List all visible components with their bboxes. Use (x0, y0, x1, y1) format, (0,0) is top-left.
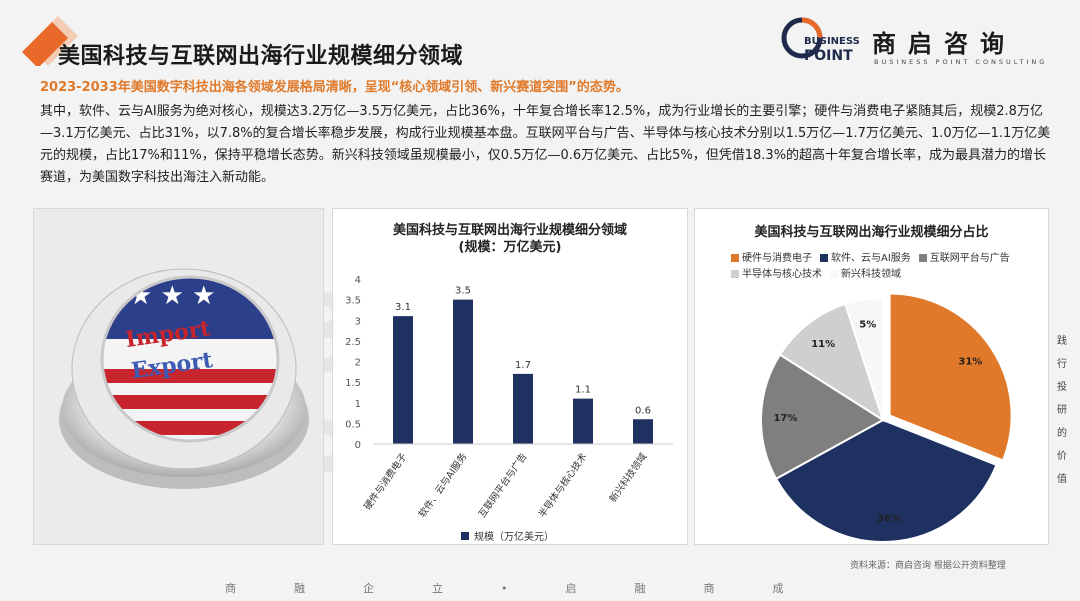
bar (633, 419, 653, 444)
company-logo: BUSINESS POINT 商启咨询 BUSINESS POINT CONSU… (780, 14, 1070, 70)
bar (573, 398, 593, 444)
pie-slice (844, 296, 884, 421)
y-tick-label: 0 (355, 440, 361, 451)
legend-label: 新兴科技领域 (841, 269, 901, 280)
pie-chart-panel: 美国科技与互联网出海行业规模细分占比 硬件与消费电子 软件、云与AI服务 互联网平台… (694, 208, 1049, 545)
bar (513, 373, 533, 444)
bar-chart-subtitle: (规模：万亿美元) (458, 240, 562, 255)
pie-value-label: 5% (859, 320, 876, 331)
bar-chart: 0 0.5 1 1.5 2 2.5 3 3.5 4 3.1 硬件与消费电子 3.5 软件、云与AI服务 1… (345, 275, 673, 543)
bar-value-label: 1.1 (575, 385, 591, 396)
y-tick-label: 3 (355, 316, 361, 327)
pie-value-label: 31% (958, 357, 982, 368)
pie-legend-item: 软件、云与AI服务 (820, 251, 911, 267)
legend-swatch (820, 254, 828, 262)
pie-slice (888, 292, 1013, 462)
legend-swatch (461, 532, 469, 540)
pie-slice (760, 353, 885, 481)
logo-point-text: POINT (804, 48, 853, 64)
pie-value-label: 11% (811, 339, 835, 350)
bar-value-label: 3.1 (395, 302, 411, 313)
pie-value-label: 36% (877, 513, 901, 524)
x-category-label: 硬件与消费电子 (361, 450, 409, 512)
bar-value-label: 0.6 (635, 405, 651, 416)
y-tick-label: 1.5 (345, 378, 361, 389)
body-paragraph: 其中，软件、云与AI服务为绝对核心，规模达3.2万亿—3.5万亿美元，占比36%… (40, 104, 1051, 185)
pie-slice (778, 302, 885, 423)
side-text-char: 研 (1057, 405, 1067, 416)
y-tick-label: 0.5 (345, 419, 361, 430)
x-category-label: 软件、云与AI服务 (416, 450, 470, 519)
pie-legend-item: 互联网平台与广告 (918, 251, 1010, 267)
logo-mark-icon (781, 17, 823, 59)
side-text-char: 行 (1057, 359, 1067, 370)
y-tick-label: 4 (355, 275, 361, 286)
bar (453, 299, 473, 444)
pie-legend-item: 新兴科技领域 (830, 267, 901, 283)
bar-value-label: 3.5 (455, 286, 471, 297)
bar-value-label: 1.7 (515, 360, 531, 371)
logo-business-text: BUSINESS (804, 36, 860, 47)
y-tick-label: 3.5 (345, 296, 361, 307)
side-vertical-text: 践行投研的价值 (1054, 330, 1070, 491)
legend-swatch (830, 270, 838, 278)
logo-chinese-name: 商启咨询 (872, 30, 1016, 58)
side-text-char: 投 (1057, 382, 1067, 393)
side-text-char: 值 (1057, 474, 1067, 485)
source-note: 资料来源：商启咨询 根据公开资料整理 (850, 561, 1006, 571)
corner-decoration-icon (22, 16, 78, 66)
legend-swatch (918, 254, 927, 262)
legend-label: 互联网平台与广告 (929, 253, 1010, 264)
page-title: 美国科技与互联网出海行业规模细分领域 (58, 44, 464, 69)
legend-swatch (731, 270, 739, 278)
legend-label: 规模（万亿美元） (474, 530, 554, 543)
x-category-label: 互联网平台与广告 (476, 451, 529, 520)
legend-label: 软件、云与AI服务 (831, 253, 911, 264)
logo-english-name: BUSINESS POINT CONSULTING (874, 58, 1048, 66)
bar-chart-title: 美国科技与互联网出海行业规模细分领域 (392, 223, 627, 238)
y-tick-label: 2 (355, 358, 361, 369)
pie-legend-item: 半导体与核心技术 (731, 267, 822, 283)
bar-chart-panel: 美国科技与互联网出海行业规模细分领域 (规模：万亿美元) 0 0.5 1 1.5 2 2.… (332, 208, 688, 545)
legend-swatch (731, 254, 739, 262)
pie-legend-item: 硬件与消费电子 (731, 251, 812, 267)
bar (393, 316, 413, 444)
pie-legend: 硬件与消费电子 软件、云与AI服务 互联网平台与广告半导体与核心技术 新兴科技领域 (731, 251, 1031, 283)
y-tick-label: 2.5 (345, 337, 361, 348)
pie-value-label: 17% (773, 413, 797, 424)
pie-slice (774, 418, 998, 543)
y-tick-label: 1 (355, 399, 361, 410)
side-text-char: 价 (1057, 451, 1067, 462)
side-text-char: 践 (1057, 336, 1067, 347)
footer-motto: 商融企立•启融商成 (225, 582, 842, 595)
side-text-char: 的 (1057, 428, 1067, 439)
pie-chart-title: 美国科技与互联网出海行业规模细分占比 (754, 225, 989, 240)
legend-label: 半导体与核心技术 (742, 269, 822, 280)
page-subtitle: 2023-2033年美国数字科技出海各领域发展格局清晰，呈现“核心领域引领、新兴… (40, 80, 629, 95)
x-category-label: 新兴科技领域 (607, 450, 650, 504)
x-category-label: 半导体与核心技术 (536, 450, 590, 520)
import-export-button-illustration: ★ ★ ★ Import Export (59, 268, 309, 489)
pie-chart: 31% 36% 17% 11% 5% (760, 292, 1013, 543)
import-export-image: ★ ★ ★ Import Export (33, 208, 324, 545)
legend-label: 硬件与消费电子 (742, 253, 812, 264)
